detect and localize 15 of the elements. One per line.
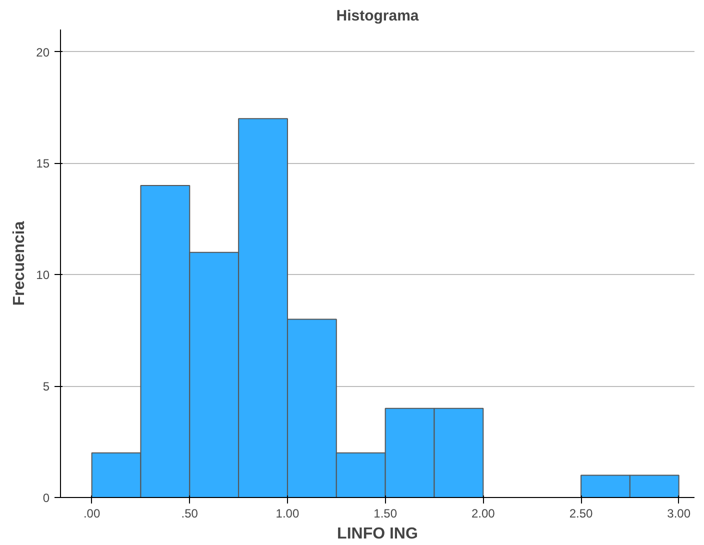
y-tick-label: 5 [42,380,50,394]
x-tick-label: 2.00 [471,506,496,520]
chart-title: Histograma [336,8,420,24]
x-tick-label: 2.50 [569,506,594,520]
y-tick-label: 20 [36,45,50,60]
y-tick-label: 0 [42,491,50,505]
x-tick-label: 1.50 [374,506,398,520]
x-tick-label: .00 [83,506,100,520]
x-tick-label: 1.00 [276,506,300,520]
y-tick-label: 15 [36,156,50,171]
x-axis-title: LINFO ING [337,526,418,542]
x-tick-label: 3.00 [667,506,691,520]
y-tick-label: 10 [36,268,50,282]
y-axis-title: Frecuencia [11,221,28,306]
x-tick-label: .50 [181,506,198,520]
